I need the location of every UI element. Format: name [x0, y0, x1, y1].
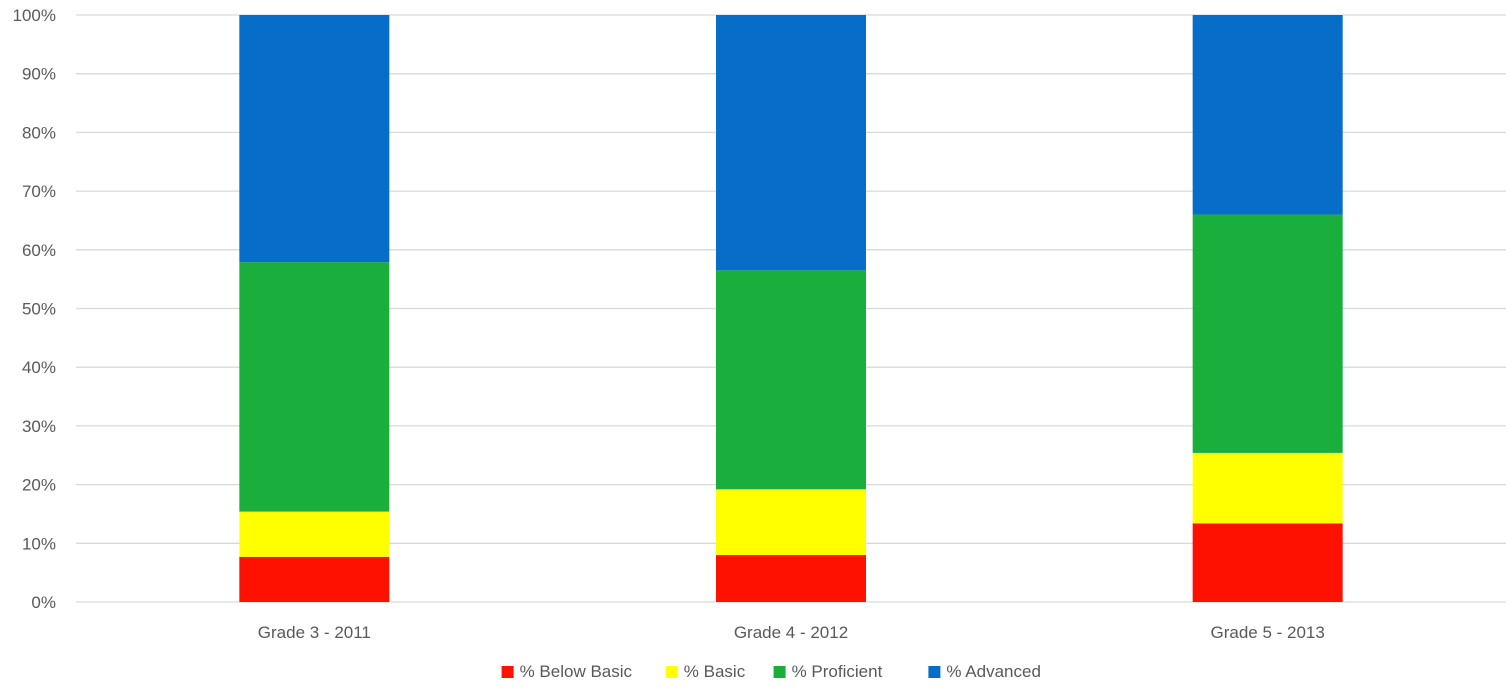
- bar-segment: [239, 15, 390, 263]
- legend-item: % Below Basic: [501, 662, 633, 681]
- x-category-label: Grade 5 - 2013: [1210, 623, 1324, 642]
- x-axis: Grade 3 - 2011 Grade 4 - 2012 Grade 5 - 20…: [258, 623, 1325, 642]
- y-tick-label: 30%: [22, 417, 56, 436]
- y-tick-label: 40%: [22, 358, 56, 377]
- bar-segment: [716, 555, 866, 602]
- legend-item: % Proficient: [773, 662, 883, 681]
- bar-segment: [1192, 523, 1343, 602]
- bar-segment: [1192, 452, 1343, 524]
- bar-segment: [239, 511, 390, 557]
- bar-segment: [716, 270, 866, 490]
- legend-item: % Advanced: [928, 662, 1041, 681]
- y-tick-label: 90%: [22, 65, 56, 84]
- legend-swatch: [773, 666, 786, 678]
- legend-swatch: [928, 666, 941, 678]
- legend-label: % Below Basic: [520, 662, 633, 681]
- y-tick-label: 20%: [22, 476, 56, 495]
- bar-segment: [239, 262, 390, 512]
- legend-swatch: [665, 666, 678, 678]
- bar-segment: [1192, 15, 1343, 215]
- y-tick-label: 10%: [22, 534, 56, 553]
- bar-segment: [716, 15, 866, 271]
- bars: [239, 15, 1343, 602]
- y-tick-label: 50%: [22, 300, 56, 319]
- y-tick-label: 0%: [31, 593, 56, 612]
- legend-item: % Basic: [665, 662, 746, 681]
- y-tick-label: 80%: [22, 123, 56, 142]
- bar-segment: [1192, 214, 1343, 453]
- x-category-label: Grade 3 - 2011: [258, 623, 371, 642]
- y-axis-tick-labels: 0% 10% 20% 30% 40% 50% 60% 70% 80% 90% 100%: [13, 6, 56, 612]
- y-tick-label: 70%: [22, 182, 56, 201]
- legend-swatch: [501, 666, 514, 678]
- y-tick-label: 100%: [13, 6, 56, 25]
- legend: % Below Basic % Basic % Proficient % Advanc…: [501, 662, 1041, 681]
- legend-label: % Basic: [684, 662, 746, 681]
- x-category-label: Grade 4 - 2012: [734, 623, 848, 642]
- y-tick-label: 60%: [22, 241, 56, 260]
- bar-segment: [239, 556, 390, 602]
- legend-label: % Advanced: [946, 662, 1041, 681]
- legend-label: % Proficient: [792, 662, 883, 681]
- bar-segment: [716, 489, 866, 556]
